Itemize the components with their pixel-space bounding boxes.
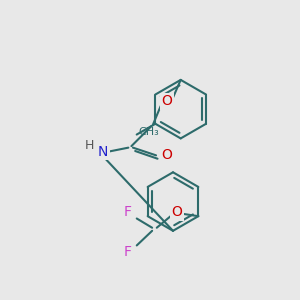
Text: O: O [161,94,172,108]
Text: F: F [124,244,131,259]
Text: CH₃: CH₃ [138,127,159,137]
Text: H: H [84,139,94,152]
Text: N: N [98,145,108,158]
Text: O: O [161,148,172,162]
Text: F: F [124,205,131,219]
Text: O: O [171,205,182,219]
